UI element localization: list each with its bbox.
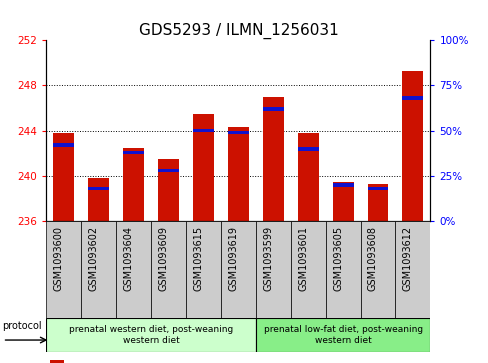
Text: GSM1093615: GSM1093615	[193, 226, 203, 291]
Bar	[262, 107, 283, 111]
Text: GSM1093602: GSM1093602	[89, 226, 99, 291]
Text: GSM1093604: GSM1093604	[123, 226, 133, 291]
Bar	[53, 133, 74, 221]
Text: GSM1093605: GSM1093605	[332, 226, 343, 291]
Text: GSM1093601: GSM1093601	[298, 226, 307, 291]
Bar	[151, 221, 185, 318]
Bar	[367, 187, 387, 191]
Text: GSM1093600: GSM1093600	[54, 226, 64, 291]
Bar	[255, 221, 290, 318]
Bar	[193, 129, 214, 132]
Title: GDS5293 / ILMN_1256031: GDS5293 / ILMN_1256031	[138, 23, 338, 38]
Bar	[50, 360, 64, 363]
Text: GSM1093599: GSM1093599	[263, 226, 273, 291]
Bar	[227, 127, 248, 221]
Bar	[185, 221, 221, 318]
Bar	[116, 221, 151, 318]
Text: prenatal western diet, post-weaning
western diet: prenatal western diet, post-weaning west…	[69, 325, 233, 344]
Bar	[158, 169, 179, 172]
Bar	[297, 133, 318, 221]
Bar	[81, 221, 116, 318]
Bar	[402, 96, 423, 100]
Bar	[46, 318, 255, 352]
Bar	[158, 159, 179, 221]
Bar	[46, 221, 81, 318]
Bar	[297, 147, 318, 151]
Bar	[255, 318, 429, 352]
Bar	[395, 221, 429, 318]
Text: GSM1093609: GSM1093609	[158, 226, 168, 291]
Text: prenatal low-fat diet, post-weaning
western diet: prenatal low-fat diet, post-weaning west…	[263, 325, 422, 344]
Bar	[123, 151, 144, 154]
Bar	[88, 178, 109, 221]
Text: protocol: protocol	[2, 321, 42, 331]
Bar	[360, 221, 395, 318]
Bar	[227, 131, 248, 134]
Bar	[193, 114, 214, 221]
Bar	[332, 182, 353, 221]
Bar	[367, 184, 387, 221]
Bar	[221, 221, 255, 318]
Bar	[123, 148, 144, 221]
Bar	[332, 183, 353, 187]
Text: GSM1093619: GSM1093619	[228, 226, 238, 291]
Bar	[53, 143, 74, 147]
Bar	[290, 221, 325, 318]
Bar	[262, 97, 283, 221]
Bar	[88, 187, 109, 191]
Text: GSM1093612: GSM1093612	[402, 226, 412, 291]
Text: GSM1093608: GSM1093608	[367, 226, 377, 291]
Bar	[402, 70, 423, 221]
Bar	[325, 221, 360, 318]
